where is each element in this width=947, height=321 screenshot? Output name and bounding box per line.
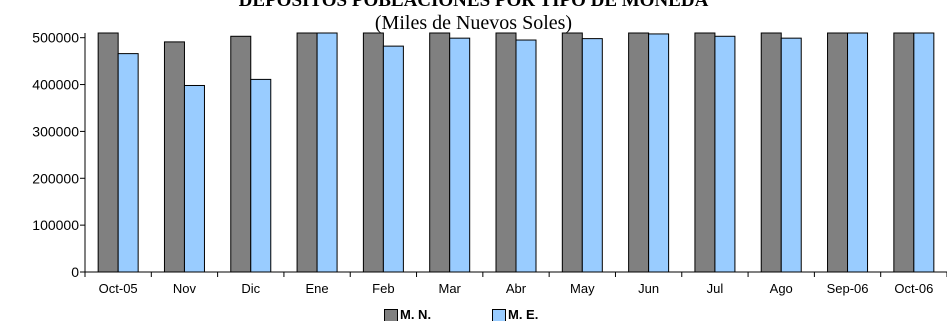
chart-title-clip: DEPÓSITOS POBLACIONES POR TIPO DE MONEDA [0, 0, 947, 11]
bar-mn [362, 32, 384, 273]
bar-me [714, 35, 736, 273]
legend-swatch-series-1 [384, 309, 398, 321]
x-tick-label: Feb [372, 281, 394, 296]
x-tick-label: Jul [707, 281, 724, 296]
bar-mn [296, 32, 318, 273]
bar-mn [495, 32, 517, 273]
x-tick-label: Sep-06 [827, 281, 869, 296]
y-tick-label: 100000 [32, 217, 79, 233]
bar-mn [827, 32, 849, 273]
chart-title: DEPÓSITOS POBLACIONES POR TIPO DE MONEDA [238, 0, 709, 11]
bar-me [515, 39, 537, 273]
x-tick-label: Jun [638, 281, 659, 296]
x-tick-label: Mar [438, 281, 461, 296]
x-tick-label: Ene [306, 281, 329, 296]
x-tick-label: Ago [770, 281, 793, 296]
legend-label-series-2: M. E. [508, 307, 539, 321]
bar-me [316, 32, 338, 273]
y-tick-label: 0 [71, 264, 79, 280]
bar-me [382, 45, 404, 273]
x-tick-label: Oct-06 [894, 281, 933, 296]
x-tick-label: May [570, 281, 595, 296]
bar-me [449, 37, 471, 273]
chart-legend: M. N. M. E. [0, 306, 947, 321]
bar-me [250, 78, 272, 273]
bar-mn [893, 32, 915, 273]
y-tick-label: 200000 [32, 170, 79, 186]
bar-me [648, 33, 670, 273]
bar-me [913, 32, 935, 273]
bar-mn [628, 32, 650, 273]
y-tick-label: 300000 [32, 123, 79, 139]
bar-mn [760, 32, 782, 273]
y-tick-label: 400000 [32, 77, 79, 93]
chart-subtitle: (Miles de Nuevos Soles) [374, 12, 573, 34]
bar-me [847, 32, 869, 273]
legend-item-series-1: M. N. [384, 307, 431, 321]
bar-mn [97, 32, 119, 273]
legend-item-series-2: M. E. [492, 307, 538, 321]
bar-me [117, 53, 139, 273]
bar-mn [163, 41, 185, 273]
x-tick-label: Dic [241, 281, 260, 296]
bar-me [183, 84, 205, 273]
bar-me [780, 37, 802, 273]
x-tick-label: Abr [506, 281, 527, 296]
x-tick-label: Oct-05 [99, 281, 138, 296]
bar-mn [561, 32, 583, 273]
legend-swatch-series-2 [492, 309, 506, 321]
legend-label-series-1: M. N. [400, 307, 432, 321]
bar-me [581, 38, 603, 273]
bar-mn [694, 32, 716, 273]
x-tick-label: Nov [173, 281, 197, 296]
y-tick-label: 500000 [32, 30, 79, 46]
bar-mn [230, 35, 252, 273]
bar-mn [429, 32, 451, 273]
